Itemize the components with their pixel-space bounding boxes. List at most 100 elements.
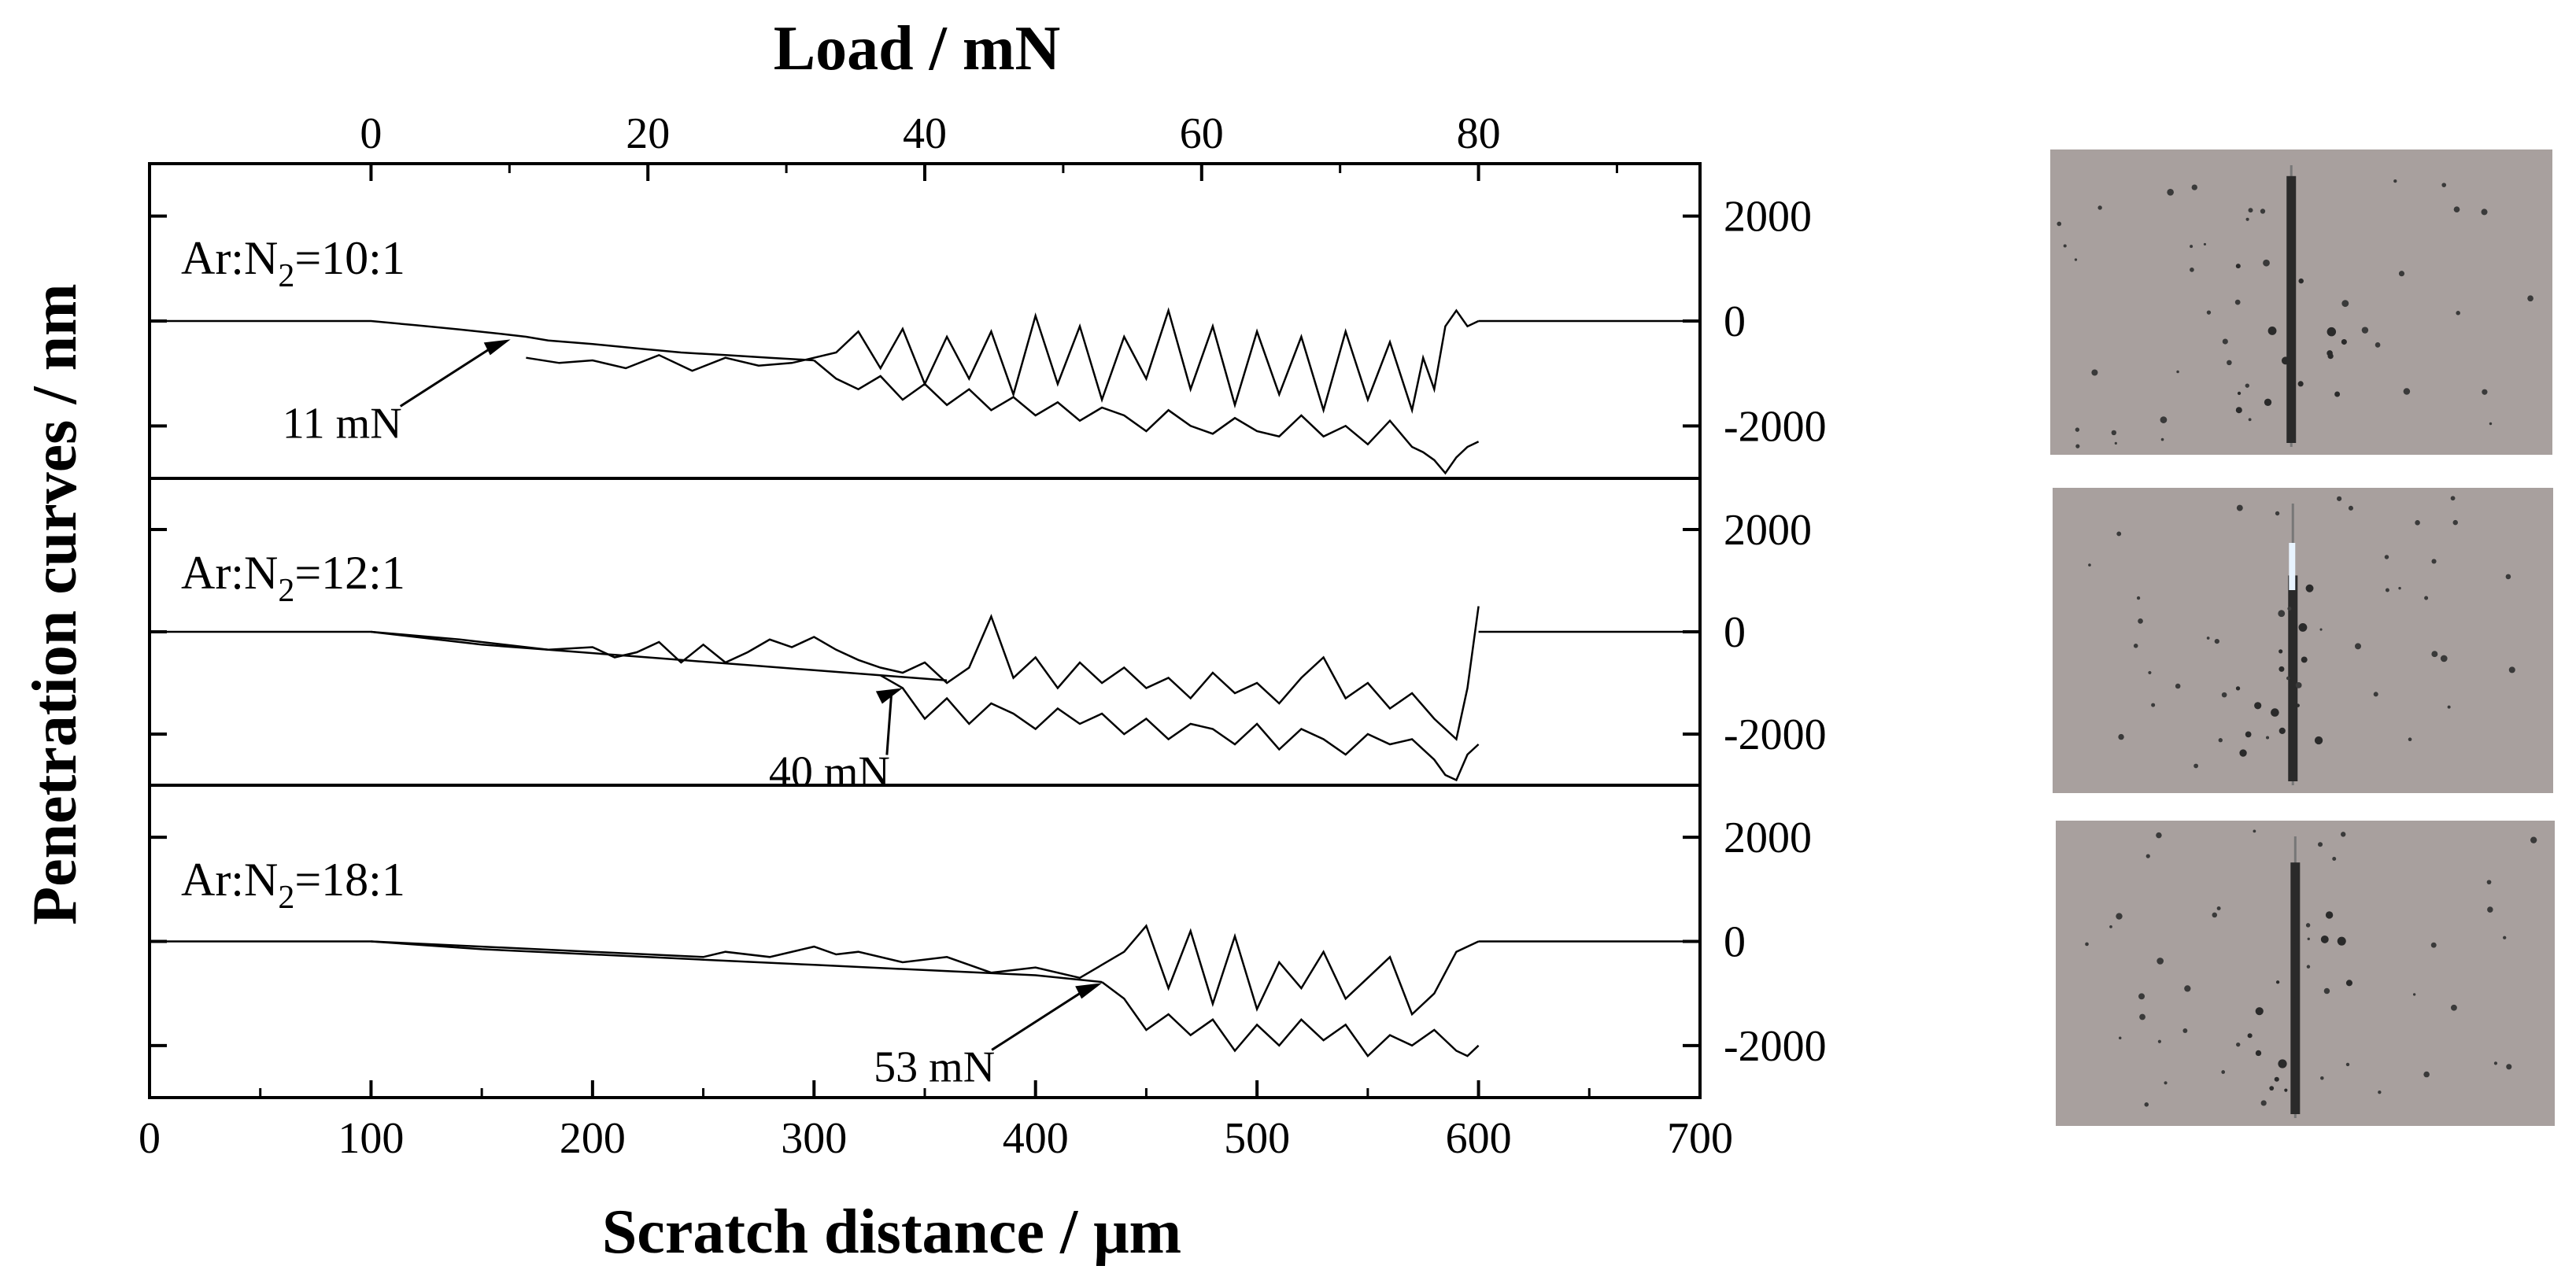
penetration-curve (1101, 981, 1480, 1057)
ticks-layer: 0 100 200 300 400 500 600 700 0 20 40 60 80 (139, 109, 1733, 1163)
panel-label: Ar:N2=12:1 (181, 547, 405, 609)
debris (2247, 1033, 2253, 1039)
speckle (2218, 738, 2223, 743)
speckle (2508, 666, 2515, 674)
speckle (2450, 496, 2456, 501)
y-tick-label: 2000 (1724, 506, 1812, 555)
speckle (2109, 925, 2112, 928)
panel-label: Ar:N2=10:1 (181, 232, 405, 294)
speckle (2398, 586, 2401, 590)
speckle (2505, 574, 2511, 580)
speckle (2430, 942, 2437, 948)
annotation-arrow (399, 341, 501, 408)
speckle (2295, 681, 2302, 688)
annotation-arrowhead (483, 339, 511, 356)
debris (2237, 391, 2242, 396)
x-axis-title: Scratch distance / μm (602, 1198, 1181, 1267)
debris (2275, 980, 2280, 984)
speckle (2190, 245, 2193, 249)
speckle (2275, 511, 2280, 516)
speckle (2138, 993, 2145, 1000)
reflection-highlight (2289, 543, 2296, 590)
debris (2286, 307, 2291, 312)
speckle (2234, 299, 2241, 305)
speckle (2341, 300, 2349, 308)
speckle (2236, 1042, 2241, 1047)
speckle (2111, 430, 2117, 436)
speckle (2191, 184, 2197, 190)
penetration-curve (880, 674, 1480, 782)
speckle (2375, 342, 2381, 348)
speckle (2441, 183, 2447, 188)
speckle (2306, 965, 2311, 969)
micrograph-1 (2050, 149, 2552, 455)
scratch-damage (2288, 575, 2298, 781)
speckle (2176, 370, 2179, 374)
speckle (2118, 1036, 2122, 1039)
debris (2325, 911, 2334, 919)
speckle (2160, 416, 2168, 423)
plot-frame (148, 162, 1702, 1099)
y-tick-label: 0 (1724, 297, 1746, 346)
speckle (2482, 389, 2488, 395)
speckle (2088, 563, 2091, 566)
x-tick-label: 100 (338, 1114, 404, 1163)
speckle (2318, 842, 2323, 847)
speckle (2440, 655, 2448, 662)
speckle (2355, 643, 2361, 650)
speckle (2160, 437, 2164, 441)
speckle (2145, 854, 2150, 858)
annotation-arrow (991, 985, 1092, 1051)
debris (2293, 996, 2300, 1002)
speckle (2431, 559, 2437, 564)
speckle (2184, 985, 2191, 992)
y-tick-label: -2000 (1724, 1022, 1827, 1071)
speckle (2260, 1100, 2267, 1106)
speckle (2403, 388, 2411, 395)
micrograph-background (2056, 821, 2555, 1126)
speckle (2307, 937, 2310, 940)
x-tick-label: 0 (139, 1114, 161, 1163)
speckle (2221, 692, 2227, 698)
speckle (2456, 311, 2460, 316)
speckle (2378, 1090, 2382, 1094)
speckle (2133, 643, 2138, 648)
debris (2278, 727, 2286, 734)
debris (2314, 736, 2323, 745)
speckle (2057, 221, 2062, 227)
speckle (2248, 418, 2252, 422)
debris (2296, 703, 2300, 707)
plot-border (148, 162, 1702, 1099)
speckle (2212, 912, 2218, 918)
speckle (2451, 1004, 2457, 1011)
speckle (2167, 188, 2174, 196)
speckle (2136, 596, 2141, 600)
micrograph-2 (2053, 488, 2553, 793)
speckle (2116, 531, 2122, 537)
debris (2284, 1088, 2288, 1092)
top-axis-title: Load / mN (774, 14, 1061, 83)
speckle (2384, 555, 2389, 559)
speckle (2156, 832, 2162, 839)
annotation-arrowhead (1075, 983, 1103, 999)
speckle (2206, 310, 2212, 315)
speckle (2148, 670, 2152, 675)
debris (2337, 936, 2346, 946)
speckle (2266, 736, 2270, 740)
speckle (2415, 520, 2420, 526)
speckle (2236, 504, 2243, 511)
debris (2235, 407, 2242, 414)
penetration-curve (371, 606, 1480, 741)
panel-2: 2000 0 -2000 Ar:N2=12:1 40 mN (150, 506, 1827, 797)
speckle (2116, 913, 2123, 920)
speckle (2493, 1061, 2498, 1065)
debris (2281, 356, 2290, 365)
speckle (2408, 737, 2412, 742)
speckle (2157, 958, 2164, 965)
speckle (2245, 217, 2249, 221)
penetration-curve (150, 630, 948, 682)
annotation-arrow (885, 691, 893, 755)
speckle (2190, 268, 2194, 272)
speckle (2074, 258, 2078, 261)
debris (2255, 1050, 2262, 1057)
